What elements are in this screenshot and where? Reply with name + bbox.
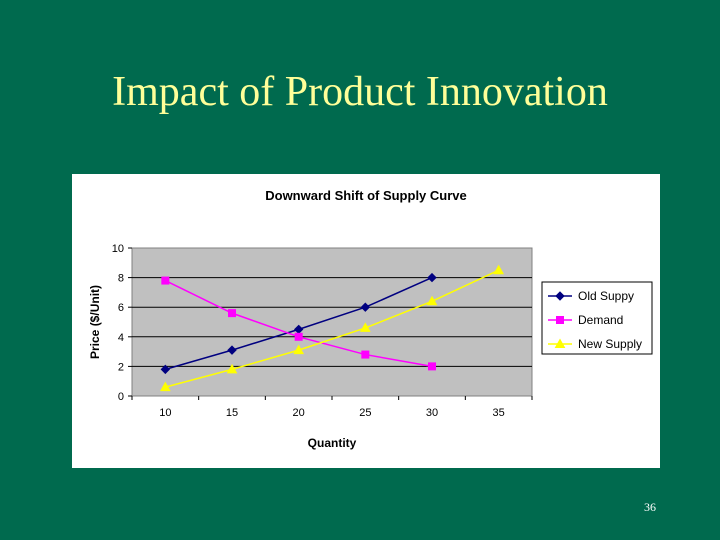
data-point-demand [161, 276, 170, 285]
y-axis-label: Price ($/Unit) [88, 285, 102, 359]
data-point-demand [228, 309, 236, 318]
data-point-new-supply [226, 363, 238, 374]
x-tick-label: 20 [293, 407, 305, 419]
y-tick-label: 10 [112, 243, 124, 255]
data-point-new-supply [293, 344, 305, 355]
data-point-demand [428, 362, 436, 371]
chart-title: Downward Shift of Supply Curve [265, 188, 467, 203]
data-point-demand [294, 332, 303, 341]
x-tick-label: 30 [426, 407, 438, 419]
y-axis-ticks: 0 2 4 6 8 10 [112, 243, 132, 403]
gridlines [132, 277, 532, 367]
slide-title: Impact of Product Innovation [112, 69, 608, 115]
y-tick-label: 4 [118, 332, 124, 344]
data-point-new-supply [493, 264, 505, 275]
y-tick-label: 6 [118, 302, 124, 314]
legend-label-old-suppy: Old Suppy [578, 289, 634, 303]
data-point-old-suppy [160, 364, 171, 375]
chart-legend: Old Suppy Demand New Supply [541, 281, 653, 355]
data-point-old-suppy [427, 272, 437, 283]
y-tick-label: 8 [118, 273, 124, 285]
legend-marker-old-suppy [555, 291, 565, 301]
x-axis-label: Quantity [308, 436, 357, 450]
data-point-old-suppy [227, 345, 237, 355]
legend-marker-demand [556, 316, 564, 324]
data-point-new-supply [359, 322, 371, 332]
plot-area [131, 247, 533, 397]
y-tick-label: 2 [118, 361, 124, 373]
legend-marker-new-supply [554, 338, 566, 348]
data-point-new-supply [426, 295, 438, 306]
x-axis-ticks: 10 15 20 25 30 35 [131, 396, 533, 419]
data-point-new-supply [159, 381, 171, 392]
y-tick-label: 0 [118, 391, 124, 403]
data-point-demand [361, 350, 370, 359]
x-tick-label: 25 [359, 407, 371, 419]
x-tick-label: 10 [159, 407, 171, 419]
legend-label-new-supply: New Supply [578, 337, 642, 351]
page-number: 36 [644, 500, 656, 514]
data-point-old-suppy [360, 302, 371, 312]
chart-panel: Downward Shift of Supply Curve 0 2 4 6 8 10 1… [72, 174, 660, 468]
x-tick-label: 35 [493, 407, 505, 419]
supply-demand-chart: Downward Shift of Supply Curve 0 2 4 6 8 10 1… [88, 188, 653, 450]
x-tick-label: 15 [226, 407, 238, 419]
series-line-new-supply [165, 269, 499, 388]
legend-label-demand: Demand [578, 313, 623, 327]
series-layer [159, 264, 505, 392]
